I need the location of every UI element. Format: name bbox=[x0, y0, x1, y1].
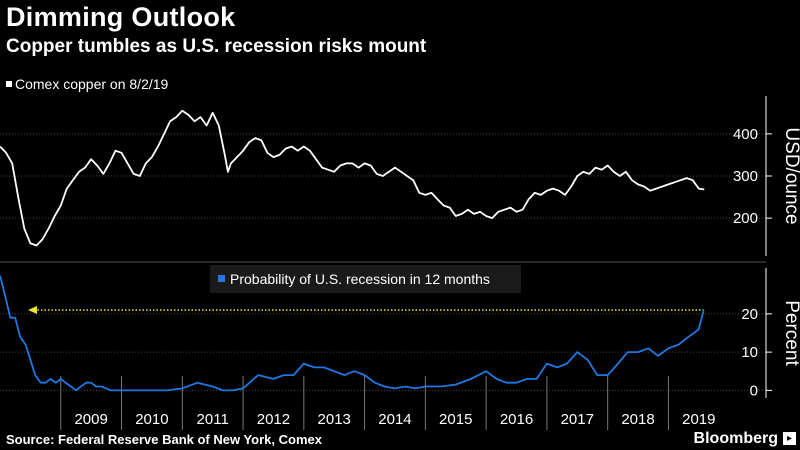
recession-y-tick-label: 10 bbox=[741, 344, 758, 361]
recession-legend-label: Probability of U.S. recession in 12 mont… bbox=[230, 271, 490, 287]
recession-y-tick-label: 20 bbox=[741, 306, 758, 323]
x-tick-label: 2011 bbox=[197, 411, 229, 428]
recession-y-axis-label: Percent bbox=[781, 300, 800, 366]
copper-y-tick-label: 300 bbox=[733, 168, 758, 185]
x-tick-label: 2016 bbox=[500, 411, 533, 428]
x-tick-label: 2019 bbox=[682, 411, 715, 428]
x-tick-label: 2014 bbox=[378, 411, 411, 428]
recession-probability-line bbox=[0, 275, 705, 392]
copper-legend: Comex copper on 8/2/19 bbox=[6, 76, 168, 92]
recession-legend-swatch bbox=[218, 275, 225, 282]
brand-icon: ▸ bbox=[783, 432, 796, 445]
recession-legend-box bbox=[210, 265, 521, 293]
copper-legend-swatch bbox=[6, 81, 12, 87]
copper-price-line bbox=[0, 109, 705, 247]
brand-logo-text: Bloomberg bbox=[693, 430, 778, 447]
copper-legend-label: Comex copper on 8/2/19 bbox=[15, 76, 169, 92]
chart-title: Dimming Outlook bbox=[6, 2, 236, 32]
x-tick-label: 2013 bbox=[318, 411, 351, 428]
x-tick-label: 2018 bbox=[621, 411, 654, 428]
recession-y-tick-label: 0 bbox=[750, 382, 758, 399]
x-tick-label: 2010 bbox=[135, 411, 168, 428]
x-tick-label: 2012 bbox=[257, 411, 290, 428]
source-note: Source: Federal Reserve Bank of New York… bbox=[6, 432, 322, 447]
x-tick-label: 2017 bbox=[561, 411, 594, 428]
copper-y-tick-label: 200 bbox=[733, 210, 758, 227]
copper-y-tick-label: 400 bbox=[733, 126, 758, 143]
current-level-arrowhead bbox=[28, 306, 37, 315]
x-tick-label: 2015 bbox=[439, 411, 472, 428]
copper-y-axis-label: USD/ounce bbox=[781, 127, 800, 224]
chart-subtitle: Copper tumbles as U.S. recession risks m… bbox=[6, 36, 427, 57]
x-tick-label: 2009 bbox=[74, 411, 107, 428]
